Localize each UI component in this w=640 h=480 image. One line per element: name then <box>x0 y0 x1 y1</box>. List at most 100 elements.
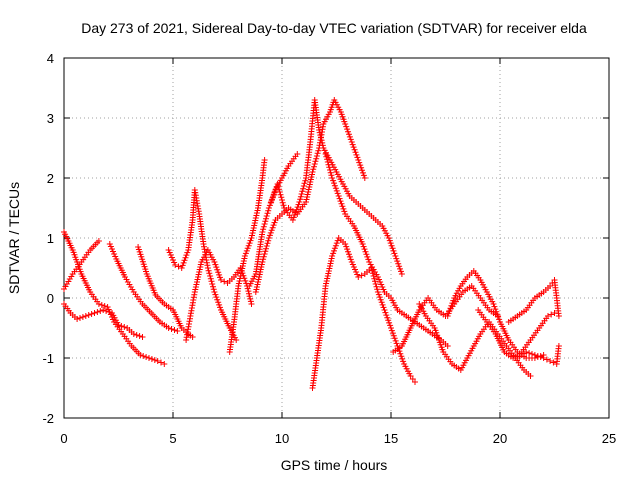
data-point <box>276 189 283 195</box>
series-track-s <box>514 343 562 367</box>
data-point <box>248 301 255 307</box>
data-point <box>390 332 397 339</box>
data-point <box>214 296 221 303</box>
data-point <box>140 353 147 359</box>
data-point <box>346 251 352 258</box>
x-tick-label: 0 <box>60 431 67 446</box>
data-point <box>217 304 223 311</box>
data-point <box>143 354 150 360</box>
data-point <box>327 167 333 173</box>
data-point <box>384 314 391 321</box>
data-point <box>208 278 215 285</box>
data-point <box>264 210 271 217</box>
data-point <box>261 251 268 257</box>
data-point <box>397 350 404 357</box>
data-point <box>358 272 365 279</box>
data-point <box>217 274 223 281</box>
data-point <box>347 256 354 263</box>
data-point <box>247 237 254 244</box>
data-point <box>82 313 89 319</box>
data-point <box>215 269 222 276</box>
data-point <box>398 268 404 275</box>
data-point <box>450 297 457 304</box>
data-point <box>337 198 344 205</box>
data-point <box>391 335 398 342</box>
data-point <box>317 134 324 141</box>
data-point <box>260 223 267 230</box>
data-point <box>372 281 379 287</box>
data-point <box>329 253 336 259</box>
data-point <box>493 308 500 315</box>
data-point <box>276 186 283 193</box>
data-point <box>95 238 102 244</box>
data-point <box>314 150 321 157</box>
series-track-c <box>61 238 102 292</box>
data-point <box>261 221 268 227</box>
data-point <box>394 258 401 265</box>
data-point <box>161 361 168 367</box>
data-point <box>260 253 267 260</box>
data-point <box>389 330 396 337</box>
data-point <box>331 247 337 254</box>
data-point <box>342 241 349 247</box>
data-point <box>260 226 267 233</box>
data-point <box>357 162 364 169</box>
data-point <box>363 251 370 258</box>
y-tick-label: 0 <box>47 291 54 306</box>
data-point <box>545 313 551 319</box>
data-point <box>174 328 181 334</box>
data-point <box>527 373 534 379</box>
data-point <box>543 356 550 363</box>
data-point <box>365 256 372 263</box>
data-point <box>247 298 254 305</box>
data-point <box>323 153 330 160</box>
data-point <box>311 161 318 167</box>
data-point <box>265 205 272 211</box>
data-point <box>215 299 222 306</box>
data-point <box>175 263 182 270</box>
data-point <box>244 245 251 252</box>
data-point <box>259 259 266 265</box>
data-point <box>275 183 282 190</box>
data-point <box>181 257 188 264</box>
data-point <box>210 283 216 290</box>
data-point <box>246 290 252 297</box>
data-point <box>344 246 351 253</box>
data-point <box>523 349 530 355</box>
data-point <box>385 317 392 324</box>
data-point <box>316 127 323 133</box>
data-point <box>374 289 381 295</box>
data-point <box>139 334 146 340</box>
x-tick-label: 10 <box>275 431 289 446</box>
series-track-f <box>165 187 240 343</box>
data-point <box>313 153 320 159</box>
data-point <box>334 190 341 197</box>
data-point <box>391 250 398 257</box>
data-point <box>380 304 387 311</box>
data-point <box>319 142 326 149</box>
data-point <box>245 242 252 249</box>
data-point <box>189 334 196 340</box>
data-point <box>265 237 272 244</box>
data-point <box>171 327 178 333</box>
data-point <box>385 235 392 241</box>
data-point <box>263 213 270 219</box>
data-point <box>294 151 301 157</box>
y-tick-label: -1 <box>42 351 54 366</box>
data-point <box>204 265 211 271</box>
data-point <box>496 316 503 323</box>
data-point <box>400 358 407 365</box>
data-point <box>362 248 369 255</box>
data-point <box>324 159 331 165</box>
data-point <box>277 191 284 198</box>
data-point <box>388 242 395 249</box>
data-point <box>279 197 285 203</box>
data-point <box>158 359 164 366</box>
data-point <box>335 193 342 199</box>
data-point <box>296 199 303 205</box>
data-point <box>205 267 212 274</box>
data-point <box>97 308 104 314</box>
data-point <box>492 306 499 313</box>
data-point <box>106 309 113 315</box>
